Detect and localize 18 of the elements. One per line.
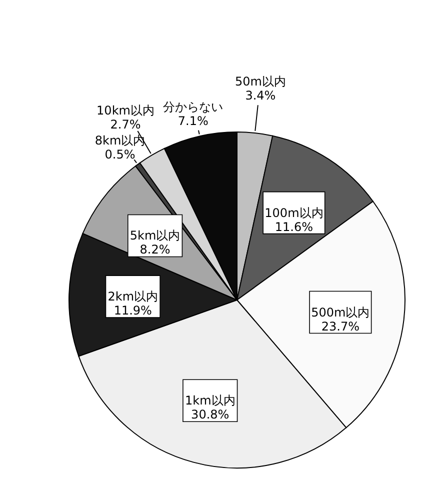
slice-label: 分からない [163, 100, 224, 114]
slice-label: 1km以内 [184, 394, 236, 408]
data-label: 11.6% [274, 220, 314, 234]
data-label: 2.7% [110, 117, 141, 132]
data-label: 23.7% [321, 319, 360, 334]
data-label: 3.4% [245, 88, 276, 102]
data-label: 0.5% [104, 147, 136, 162]
data-label: 8.2% [140, 242, 170, 257]
slice-label: 500m以内 [311, 305, 370, 320]
data-label: 11.9% [114, 304, 152, 318]
slice-label: 10km以内 [96, 103, 154, 118]
slice-label: 100m以内 [264, 206, 324, 220]
slice-label: 5km以内 [130, 228, 180, 243]
data-label: 30.8% [191, 408, 230, 422]
slice-label: 50m以内 [234, 74, 286, 88]
slice-label: 8km以内 [94, 133, 146, 148]
data-label: 7.1% [178, 114, 208, 128]
slice-label: 2km以内 [108, 290, 158, 304]
